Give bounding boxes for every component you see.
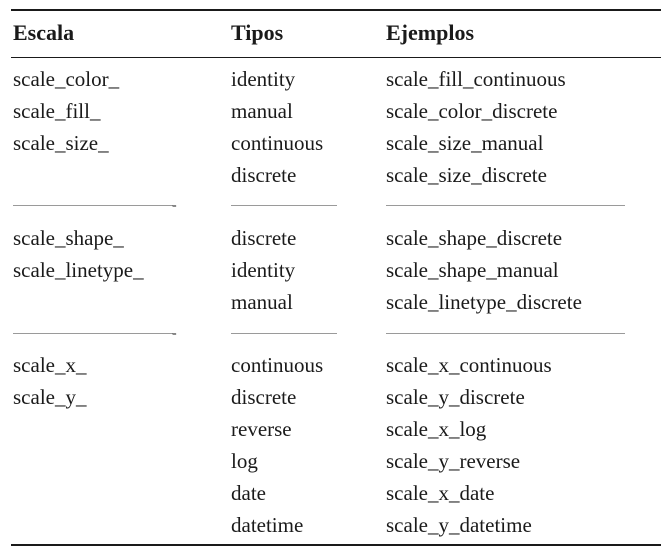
group-separator [386, 333, 625, 334]
group-separator [386, 205, 625, 206]
table-header-rule [11, 57, 661, 58]
group-separator [13, 333, 173, 334]
ejemplo-cell: scale_color_discrete [386, 99, 558, 123]
tipo-cell: manual [231, 99, 293, 123]
escala-cell: scale_y_ [13, 385, 87, 409]
ejemplo-cell: scale_y_reverse [386, 449, 521, 473]
escala-cell: scale_color_ [13, 67, 120, 91]
tipo-cell: discrete [231, 163, 297, 187]
tipo-cell: manual [231, 290, 293, 314]
ejemplo-cell: scale_x_log [386, 417, 487, 441]
tipo-cell: discrete [231, 385, 297, 409]
ejemplo-cell: scale_fill_continuous [386, 67, 566, 91]
ejemplo-cell: scale_size_manual [386, 131, 544, 155]
escala-cell: scale_linetype_ [13, 258, 144, 282]
tipo-cell: continuous [231, 353, 324, 377]
separator-mark: - [172, 198, 177, 213]
tipo-cell: datetime [231, 513, 304, 537]
ejemplo-cell: scale_shape_manual [386, 258, 559, 282]
ejemplo-cell: scale_y_discrete [386, 385, 525, 409]
separator-mark: - [172, 326, 177, 341]
tipo-cell: continuous [231, 131, 324, 155]
tipo-cell: log [231, 449, 258, 473]
ejemplo-cell: scale_linetype_discrete [386, 290, 582, 314]
header-ejemplos: Ejemplos [386, 20, 474, 45]
table-top-rule [11, 9, 661, 11]
escala-cell: scale_fill_ [13, 99, 101, 123]
escala-cell: scale_size_ [13, 131, 109, 155]
tipo-cell: discrete [231, 226, 297, 250]
table-bottom-rule [11, 544, 661, 546]
ejemplo-cell: scale_size_discrete [386, 163, 547, 187]
escala-cell: scale_x_ [13, 353, 87, 377]
ejemplo-cell: scale_y_datetime [386, 513, 532, 537]
header-tipos: Tipos [231, 20, 284, 45]
ejemplo-cell: scale_x_date [386, 481, 495, 505]
ejemplo-cell: scale_x_continuous [386, 353, 552, 377]
tipo-cell: reverse [231, 417, 292, 441]
tipo-cell: identity [231, 258, 296, 282]
tipo-cell: date [231, 481, 266, 505]
ejemplo-cell: scale_shape_discrete [386, 226, 563, 250]
group-separator [231, 205, 337, 206]
tipo-cell: identity [231, 67, 296, 91]
group-separator [13, 205, 173, 206]
group-separator [231, 333, 337, 334]
escala-cell: scale_shape_ [13, 226, 124, 250]
header-escala: Escala [13, 20, 75, 45]
